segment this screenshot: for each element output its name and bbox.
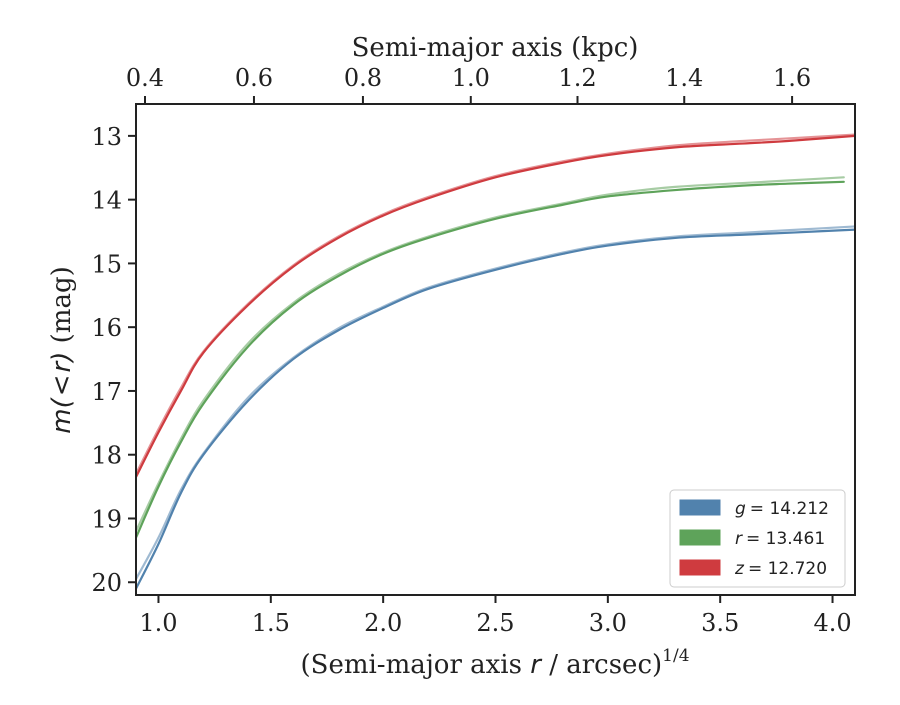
y-tick-label: 13: [91, 123, 122, 151]
series-z-envelope: [136, 133, 855, 475]
legend-item-g: g = 14.212: [679, 499, 829, 519]
left-axis-label-close: ): [47, 352, 77, 364]
y-tick-label: 18: [91, 442, 122, 470]
bottom-axis-label-prefix: (Semi-major axis: [300, 650, 530, 680]
y-tick-label: 19: [91, 505, 122, 533]
left-axis-label-r: r: [47, 359, 77, 372]
series-layer: [136, 133, 855, 590]
y-tick-label: 15: [91, 250, 122, 278]
y-tick-label: 17: [91, 378, 122, 406]
ticks-layer: 1.0 1.5 2.0 2.5 3.0 3.5 4.0 0.4 0.6 0.8 1.0 1.2 1.4 1…: [91, 64, 851, 637]
legend-label: g = 14.212: [735, 499, 829, 519]
x-tick-label: 3.5: [701, 609, 739, 637]
series-z-line: [136, 134, 855, 479]
x-tick-label: 1.5: [252, 609, 290, 637]
x-tick-label: 3.0: [589, 609, 627, 637]
legend-var: g: [735, 499, 746, 519]
legend-swatch: [679, 559, 721, 576]
left-axis-label: m(< r) (mag): [47, 266, 77, 434]
legend-item-z: z = 12.720: [679, 559, 827, 579]
series-r: [136, 176, 845, 539]
left-axis-label-unit: (mag): [47, 266, 77, 351]
x2-tick-label: 1.0: [452, 64, 490, 92]
bottom-axis-label-suffix: / arcsec): [541, 650, 662, 680]
x2-tick-label: 1.4: [665, 64, 703, 92]
x-tick-label: 1.0: [139, 609, 177, 637]
left-axis-label-lt: <: [47, 374, 77, 396]
legend-item-r: r = 13.461: [679, 529, 825, 549]
x2-tick-label: 0.6: [235, 64, 273, 92]
bottom-axis-label-var: r: [530, 650, 543, 680]
x-tick-label: 2.5: [476, 609, 514, 637]
legend-swatch: [679, 499, 721, 516]
series-r-line: [136, 180, 845, 539]
legend-label: r = 13.461: [735, 529, 825, 549]
legend-label: z = 12.720: [734, 559, 827, 579]
bottom-axis-label-power: 1/4: [662, 646, 689, 666]
series-r-envelope: [136, 176, 845, 533]
y-tick-label: 16: [91, 314, 122, 342]
series-z: [136, 133, 855, 479]
x2-tick-label: 0.8: [344, 64, 382, 92]
legend-value: = 13.461: [746, 529, 825, 549]
y-tick-label: 14: [91, 187, 122, 215]
bottom-axis-label: (Semi-major axis r / arcsec)1/4: [300, 646, 689, 680]
x-tick-label: 4.0: [813, 609, 851, 637]
left-axis-label-open: (: [47, 396, 77, 408]
x-tick-label: 2.0: [364, 609, 402, 637]
x2-tick-label: 0.4: [126, 64, 164, 92]
legend-value: = 12.720: [748, 559, 827, 579]
series-g-line: [136, 228, 855, 590]
legend-swatch: [679, 529, 721, 546]
top-axis-label: Semi-major axis (kpc): [352, 33, 639, 63]
series-g: [136, 225, 855, 590]
legend-value: = 14.212: [750, 499, 829, 519]
y-tick-label: 20: [91, 569, 122, 597]
x2-tick-label: 1.6: [773, 64, 811, 92]
left-axis-label-m: m: [47, 408, 77, 433]
legend-var: r: [735, 529, 743, 549]
x2-tick-label: 1.2: [558, 64, 596, 92]
legend-var: z: [734, 559, 745, 579]
